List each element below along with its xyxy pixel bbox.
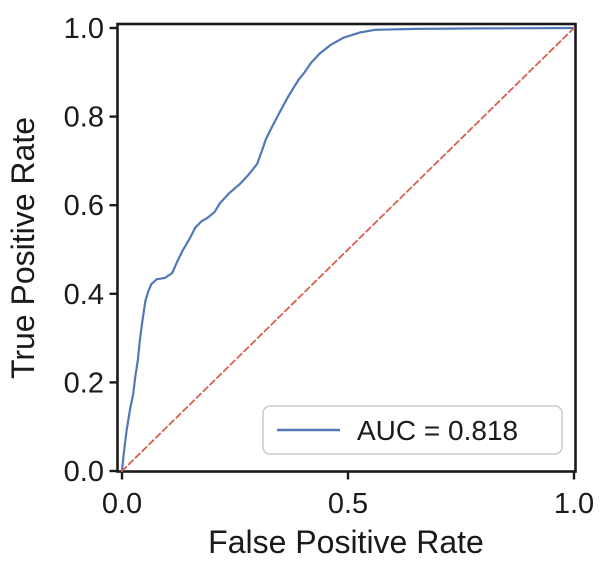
x-axis-tick-label: 0.5: [328, 488, 368, 520]
legend: AUC = 0.818: [262, 405, 563, 455]
y-axis-tick-label: 0.0: [64, 456, 104, 488]
chance-diagonal-line: [121, 27, 575, 472]
y-axis-label: True Positive Rate: [5, 117, 41, 379]
y-axis-tick-label: 0.6: [64, 190, 104, 222]
legend-box: [262, 405, 563, 455]
y-axis-tick-label: 0.8: [64, 102, 104, 134]
plot-border: [116, 22, 577, 473]
y-axis-tick-label: 0.2: [64, 367, 104, 399]
roc-curve-line: [120, 26, 576, 473]
x-axis-label: False Positive Rate: [208, 524, 484, 560]
y-axis-tick-label: 0.4: [64, 279, 104, 311]
legend-label: AUC = 0.818: [357, 415, 518, 446]
x-axis-tick-label: 0.0: [102, 488, 142, 520]
x-axis-tick-label: 1.0: [554, 488, 594, 520]
y-axis-tick-label: 1.0: [64, 13, 104, 45]
